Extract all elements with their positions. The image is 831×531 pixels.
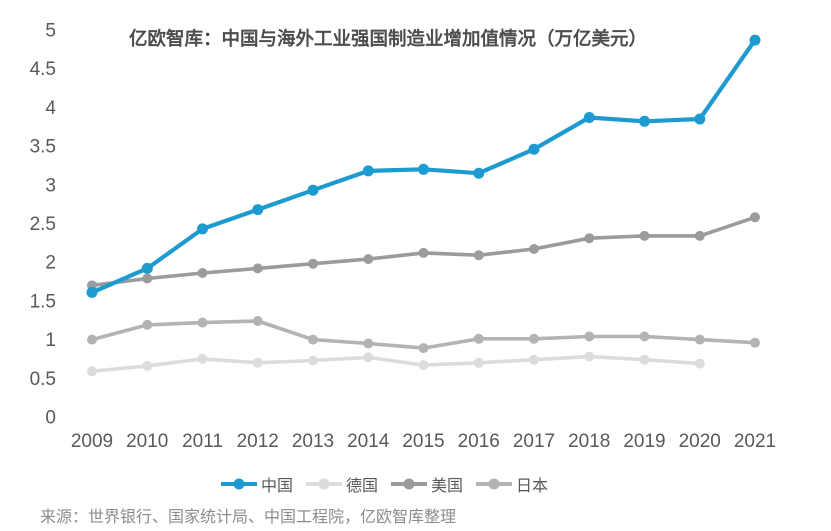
series-point-japan <box>639 331 650 342</box>
series-point-china <box>252 204 264 216</box>
series-point-germany <box>473 357 484 368</box>
y-axis-label: 2 <box>45 253 56 274</box>
legend-item-germany: 德国 <box>305 472 378 496</box>
legend-dot-china <box>233 478 245 490</box>
series-point-usa <box>142 273 153 284</box>
x-axis-label: 2010 <box>126 431 168 452</box>
series-point-usa <box>197 268 208 278</box>
series-point-china <box>639 115 650 127</box>
x-axis-label: 2016 <box>458 431 500 452</box>
legend-dot-germany <box>318 478 330 490</box>
series-point-usa <box>639 230 650 241</box>
source-note: 来源：世界银行、国家统计局、中国工程院，亿欧智库整理 <box>40 509 457 526</box>
legend-item-japan: 日本 <box>476 472 548 496</box>
series-point-usa <box>529 244 539 254</box>
series-point-germany <box>142 360 153 371</box>
chart-legend: 中国 德国 美国 日本 <box>0 472 800 496</box>
legend-marker-germany <box>305 478 342 490</box>
series-point-usa <box>363 254 374 265</box>
series-point-germany <box>87 366 97 377</box>
series-point-china <box>583 112 595 123</box>
x-axis-label: 2017 <box>513 431 555 452</box>
series-point-china <box>694 113 706 125</box>
series-point-japan <box>308 334 318 345</box>
y-axis-label: 4.5 <box>30 59 56 80</box>
x-axis-label: 2013 <box>292 431 334 452</box>
legend-item-usa: 美国 <box>391 472 463 496</box>
x-axis-label: 2021 <box>734 431 776 452</box>
series-point-china <box>141 262 153 274</box>
y-axis-label: 5 <box>45 21 56 42</box>
series-point-china <box>528 143 540 155</box>
series-point-germany <box>584 351 595 362</box>
series-point-usa <box>694 230 705 241</box>
series-point-japan <box>87 334 97 345</box>
x-axis-label: 2012 <box>237 431 279 452</box>
x-axis-label: 2019 <box>623 431 665 452</box>
series-point-japan <box>529 333 539 344</box>
series-point-japan <box>197 317 208 328</box>
series-point-germany <box>197 353 208 364</box>
y-axis-label: 1 <box>45 330 56 351</box>
x-axis-label: 2015 <box>402 431 444 452</box>
legend-item-china: 中国 <box>220 472 293 496</box>
legend-dot-japan <box>488 478 500 490</box>
series-point-germany <box>308 355 318 366</box>
y-axis-label: 0 <box>45 408 56 429</box>
y-axis-label: 2.5 <box>30 214 56 235</box>
series-point-china <box>197 223 208 235</box>
series-point-germany <box>418 360 429 371</box>
x-axis-label: 2009 <box>71 431 113 452</box>
legend-label: 中国 <box>260 478 293 495</box>
legend-dot-usa <box>403 478 415 490</box>
legend-label: 日本 <box>516 478 549 495</box>
series-point-china <box>749 34 761 46</box>
series-point-germany <box>639 354 650 365</box>
series-point-china <box>307 184 319 196</box>
series-point-usa <box>418 247 429 258</box>
y-axis-label: 3.5 <box>30 137 56 158</box>
series-point-usa <box>584 233 595 244</box>
y-axis-label: 4 <box>45 98 56 119</box>
y-axis-label: 1.5 <box>30 291 56 312</box>
series-point-germany <box>529 354 539 365</box>
x-axis-label: 2018 <box>568 431 610 452</box>
series-point-japan <box>750 337 760 348</box>
series-point-usa <box>308 258 318 269</box>
legend-marker-usa <box>391 478 427 490</box>
series-point-japan <box>473 333 484 344</box>
series-point-japan <box>142 319 153 330</box>
x-axis-label: 2011 <box>182 431 223 452</box>
chart-title: 亿欧智库：中国与海外工业强国制造业增加值情况（万亿美元） <box>129 28 648 49</box>
legend-marker-japan <box>476 478 513 490</box>
series-point-china <box>362 165 374 177</box>
series-point-japan <box>252 316 263 326</box>
series-point-germany <box>363 352 374 363</box>
series-point-germany <box>252 357 263 368</box>
series-point-japan <box>418 343 429 354</box>
series-point-japan <box>584 331 595 342</box>
series-point-china <box>86 286 98 298</box>
x-axis-label: 2020 <box>679 431 721 452</box>
series-point-china <box>473 167 485 179</box>
x-axis-label: 2014 <box>347 431 390 452</box>
series-point-usa <box>750 212 760 223</box>
series-point-japan <box>363 338 374 349</box>
series-line-germany <box>90 354 702 374</box>
legend-label: 德国 <box>345 478 378 495</box>
series-point-japan <box>694 334 705 345</box>
series-point-usa <box>473 250 484 261</box>
series-point-germany <box>694 358 705 369</box>
legend-marker-china <box>220 478 257 490</box>
y-axis-label: 3 <box>45 175 56 196</box>
y-axis-label: 0.5 <box>30 369 56 390</box>
legend-label: 美国 <box>431 478 464 495</box>
series-point-china <box>418 163 429 175</box>
series-point-usa <box>252 263 263 274</box>
